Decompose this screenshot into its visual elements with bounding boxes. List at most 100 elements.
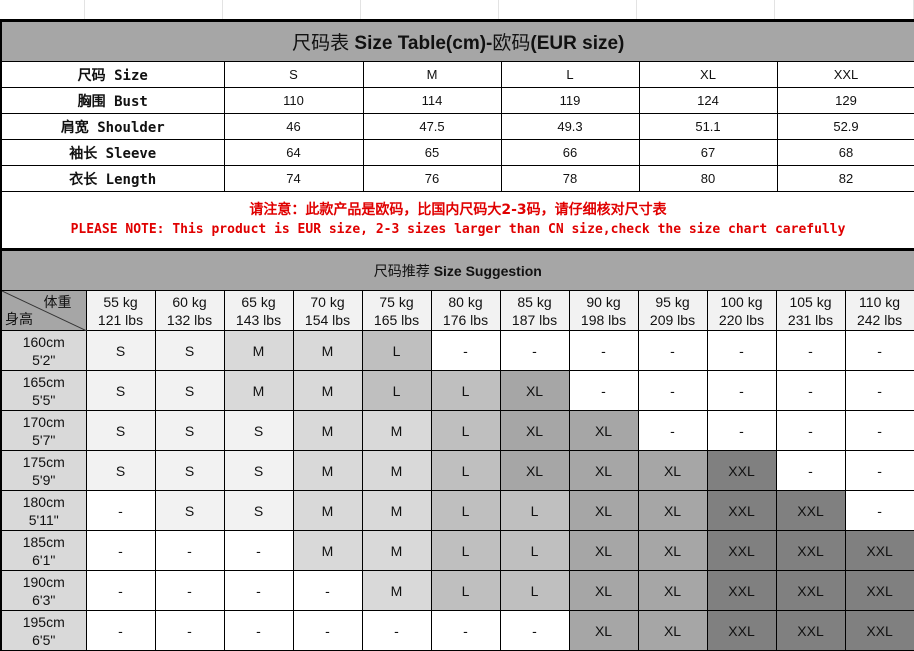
size-value: 51.1 [638, 113, 778, 140]
size-cell: - [85, 610, 156, 651]
size-cell: L [499, 530, 570, 571]
size-cell: XXL [706, 610, 777, 651]
size-cell: XXL [844, 530, 914, 571]
size-cell: XL [499, 450, 570, 491]
size-cell: XXL [844, 610, 914, 651]
size-value: XL [638, 61, 778, 88]
size-cell: - [292, 610, 363, 651]
size-value: 129 [776, 87, 914, 114]
size-cell: XL [499, 370, 570, 411]
size-cell: - [154, 530, 225, 571]
size-cell: S [85, 450, 156, 491]
size-cell: L [430, 410, 501, 451]
weight-kg: 75 kg [379, 293, 414, 310]
weight-lbs: 121 lbs [97, 311, 144, 328]
weight-kg: 95 kg [655, 293, 690, 310]
height-header: 185cm 6'1" [0, 530, 87, 571]
size-cell: S [223, 450, 294, 491]
size-cell: XL [568, 410, 639, 451]
size-value: 46 [223, 113, 364, 140]
size-cell: M [361, 450, 432, 491]
size-value: 66 [500, 139, 640, 166]
size-cell: - [844, 370, 914, 411]
size-cell: - [775, 330, 846, 371]
size-cell: - [706, 370, 777, 411]
size-value: 74 [223, 165, 364, 192]
weight-header: 80 kg 176 lbs [430, 290, 501, 331]
height-header: 160cm 5'2" [0, 330, 87, 371]
size-cell: S [223, 410, 294, 451]
size-cell: L [499, 570, 570, 611]
size-cell: XXL [844, 570, 914, 611]
height-row: 180cm 5'11" - S S M M L L XL XL XXL XXL - [0, 490, 914, 531]
size-cell: - [637, 330, 708, 371]
weight-header: 105 kg 231 lbs [775, 290, 846, 331]
weight-lbs: 176 lbs [442, 311, 489, 328]
size-cell: L [430, 450, 501, 491]
size-cell: M [292, 530, 363, 571]
weight-header: 95 kg 209 lbs [637, 290, 708, 331]
size-cell: M [223, 330, 294, 371]
weight-kg: 100 kg [720, 293, 763, 310]
size-cell: XXL [706, 570, 777, 611]
size-row: 胸围 Bust 110 114 119 124 129 [0, 87, 914, 114]
weight-header: 75 kg 165 lbs [361, 290, 432, 331]
size-table: 尺码表 Size Table(cm)-欧码(EUR size) 尺码 Size S… [0, 19, 914, 192]
height-row: 185cm 6'1" - - - M M L L XL XL XXL XXL XXL [0, 530, 914, 571]
size-value: 110 [223, 87, 364, 114]
size-value: 82 [776, 165, 914, 192]
size-row: 尺码 Size S M L XL XXL [0, 61, 914, 88]
size-cell: S [154, 450, 225, 491]
size-value: 78 [500, 165, 640, 192]
size-table-title: 尺码表 Size Table(cm)-欧码(EUR size) [0, 20, 914, 62]
size-cell: XXL [775, 570, 846, 611]
size-cell: - [637, 370, 708, 411]
size-row: 肩宽 Shoulder 46 47.5 49.3 51.1 52.9 [0, 113, 914, 140]
size-cell: XL [499, 410, 570, 451]
size-cell: - [568, 330, 639, 371]
size-cell: M [292, 410, 363, 451]
weight-lbs: 242 lbs [856, 311, 903, 328]
size-value: L [500, 61, 640, 88]
height-row: 160cm 5'2" S S M M L - - - - - - - [0, 330, 914, 371]
size-suggestion-table: 尺码推荐 Size Suggestion 体重 身高 55 kg 121 lbs 6… [0, 248, 914, 651]
weight-kg: 80 kg [448, 293, 483, 310]
size-cell: - [154, 570, 225, 611]
size-cell: S [85, 330, 156, 371]
height-row: 190cm 6'3" - - - - M L L XL XL XXL XXL XXL [0, 570, 914, 611]
size-cell: XL [637, 570, 708, 611]
height-label: 身高 [5, 311, 33, 327]
size-cell: S [85, 370, 156, 411]
size-cell: XL [568, 530, 639, 571]
size-cell: - [430, 330, 501, 371]
size-cell: - [85, 490, 156, 531]
size-cell: - [223, 530, 294, 571]
size-cell: L [430, 530, 501, 571]
size-note: 请注意：此款产品是欧码，比国内尺码大2-3码，请仔细核对尺寸表 PLEASE N… [0, 190, 914, 248]
size-cell: - [361, 610, 432, 651]
height-header: 190cm 6'3" [0, 570, 87, 611]
size-cell: M [361, 570, 432, 611]
size-row: 袖长 Sleeve 64 65 66 67 68 [0, 139, 914, 166]
weight-lbs: 198 lbs [580, 311, 627, 328]
size-cell: S [154, 410, 225, 451]
size-value: 52.9 [776, 113, 914, 140]
size-cell: L [430, 370, 501, 411]
size-cell: - [568, 370, 639, 411]
size-cell: XXL [706, 530, 777, 571]
height-header: 180cm 5'11" [0, 490, 87, 531]
size-cell: - [775, 410, 846, 451]
size-value: 114 [362, 87, 502, 114]
size-cell: XXL [775, 530, 846, 571]
weight-header: 65 kg 143 lbs [223, 290, 294, 331]
size-cell: XXL [775, 610, 846, 651]
size-cell: - [775, 450, 846, 491]
size-cell: - [775, 370, 846, 411]
size-value: 119 [500, 87, 640, 114]
height-header: 165cm 5'5" [0, 370, 87, 411]
size-cell: XL [568, 610, 639, 651]
weight-lbs: 220 lbs [718, 311, 765, 328]
size-cell: S [154, 370, 225, 411]
size-cell: XL [568, 450, 639, 491]
size-cell: XL [637, 490, 708, 531]
